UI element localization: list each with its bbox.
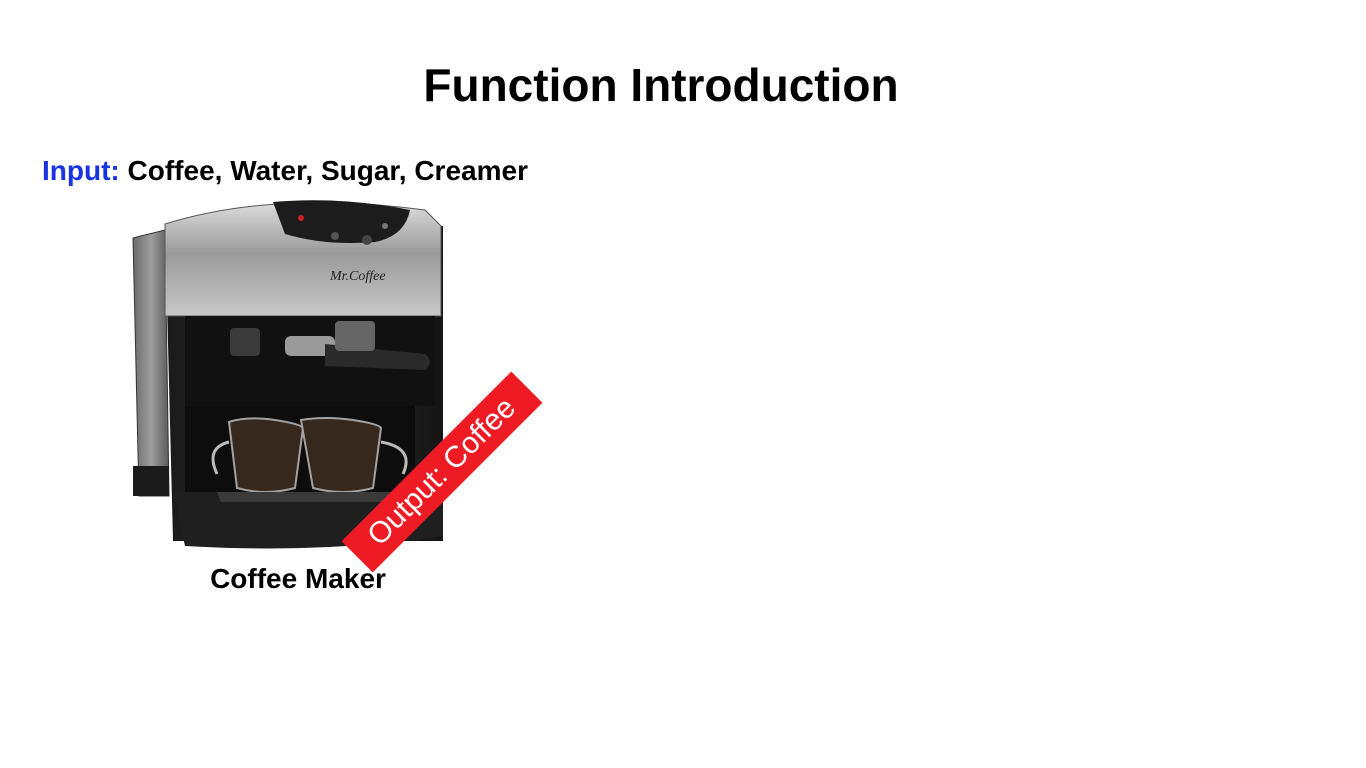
brand-logo: Mr.Coffee <box>329 269 386 284</box>
coffee-maker-image: Mr.Coffee <box>125 196 455 556</box>
input-label: Input: <box>42 155 120 186</box>
device-caption: Coffee Maker <box>210 563 386 594</box>
slide-title: Function Introduction <box>423 59 899 111</box>
input-line: Input: Coffee, Water, Sugar, Creamer <box>42 155 528 187</box>
coffee-maker-icon: Mr.Coffee <box>132 200 443 549</box>
input-items: Coffee, Water, Sugar, Creamer <box>127 155 528 186</box>
